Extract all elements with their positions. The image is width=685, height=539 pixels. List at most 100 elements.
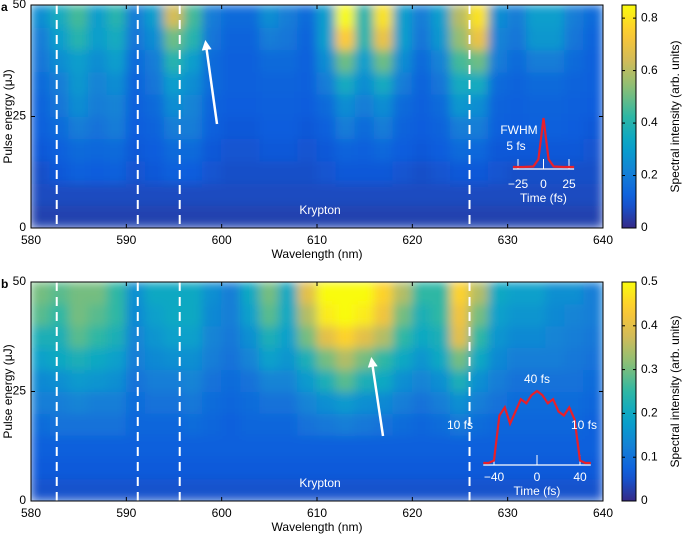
- heat-cell: [221, 303, 242, 327]
- heat-cell: [144, 369, 165, 392]
- heat-cell: [488, 303, 509, 327]
- heat-cell: [335, 412, 356, 436]
- heat-cell: [31, 182, 51, 207]
- heat-cell: [430, 369, 451, 392]
- heat-cell: [373, 26, 394, 51]
- colorbar: [621, 281, 637, 502]
- heat-cell: [564, 347, 585, 371]
- heat-cell: [373, 116, 394, 140]
- y-tick-label: 50: [13, 274, 27, 288]
- heat-cell: [316, 412, 337, 436]
- heat-cell: [449, 456, 471, 480]
- y-axis-label: Pulse energy (μJ): [1, 344, 15, 438]
- heat-cell: [507, 347, 528, 371]
- heat-cell: [259, 391, 280, 414]
- heat-cell: [31, 412, 51, 436]
- heat-cell: [335, 93, 356, 117]
- heat-cell: [335, 182, 356, 207]
- heat-cell: [49, 160, 70, 184]
- heat-cell: [240, 434, 261, 458]
- heat-cell: [240, 412, 261, 436]
- heat-cell: [278, 26, 299, 51]
- heat-cell: [488, 182, 509, 207]
- heat-cell: [335, 205, 356, 228]
- heat-cell: [354, 49, 375, 73]
- heat-cell: [106, 160, 127, 184]
- heat-cell: [259, 5, 280, 28]
- heat-cell: [411, 391, 432, 414]
- heat-cell: [430, 160, 451, 184]
- heat-cell: [316, 138, 337, 162]
- heat-cell: [144, 303, 165, 327]
- heat-cell: [125, 369, 146, 392]
- inset-tick-label: 25: [562, 177, 576, 191]
- heat-cell: [354, 205, 375, 228]
- heat-cell: [163, 71, 185, 95]
- heat-cell: [545, 369, 566, 392]
- heat-cell: [297, 5, 318, 28]
- heat-cell: [163, 434, 185, 458]
- x-tick-label: 580: [21, 233, 41, 247]
- heat-cell: [49, 5, 70, 28]
- heat-cell: [564, 325, 585, 349]
- heat-cell: [373, 205, 394, 228]
- heat-cell: [469, 160, 490, 184]
- heat-cell: [240, 478, 261, 501]
- heat-cell: [354, 71, 375, 95]
- heat-cell: [545, 347, 566, 371]
- heat-cell: [335, 303, 356, 327]
- heat-cell: [144, 182, 165, 207]
- heat-cell: [240, 49, 261, 73]
- panel-label: b: [1, 277, 8, 291]
- heat-cell: [507, 205, 528, 228]
- heat-cell: [202, 478, 223, 501]
- heat-cell: [221, 93, 242, 117]
- heat-cell: [583, 138, 603, 162]
- heat-cell: [507, 325, 528, 349]
- heat-cell: [183, 282, 204, 305]
- heat-cell: [278, 5, 299, 28]
- heat-cell: [183, 412, 204, 436]
- heat-cell: [68, 412, 89, 436]
- heat-cell: [526, 478, 547, 501]
- heat-cell: [68, 325, 89, 349]
- heat-cell: [221, 5, 242, 28]
- heat-cell: [392, 303, 413, 327]
- heat-cell: [316, 49, 337, 73]
- heat-cell: [354, 325, 375, 349]
- heat-cell: [240, 205, 261, 228]
- heat-cell: [68, 5, 89, 28]
- heat-cell: [335, 347, 356, 371]
- x-tick-label: 610: [307, 233, 327, 247]
- heat-cell: [259, 478, 280, 501]
- heat-cell: [221, 434, 242, 458]
- heat-cell: [68, 303, 89, 327]
- heat-cell: [259, 369, 280, 392]
- colorbar-tick-label: 0: [641, 220, 648, 234]
- heat-cell: [259, 138, 280, 162]
- heat-cell: [87, 391, 108, 414]
- heat-cell: [392, 456, 413, 480]
- heat-cell: [240, 391, 261, 414]
- heat-cell: [469, 434, 490, 458]
- heat-cell: [545, 182, 566, 207]
- heat-cell: [31, 434, 51, 458]
- heat-cell: [31, 93, 51, 117]
- heat-cell: [449, 160, 471, 184]
- heat-cell: [430, 49, 451, 73]
- heat-cell: [373, 325, 394, 349]
- heat-cell: [68, 160, 89, 184]
- inset-annotation: 10 fs: [447, 418, 473, 432]
- heat-cell: [49, 116, 70, 140]
- heat-cell: [31, 205, 51, 228]
- heat-cell: [354, 391, 375, 414]
- y-tick-label: 50: [13, 0, 27, 11]
- heat-cell: [411, 412, 432, 436]
- heat-cell: [335, 160, 356, 184]
- heat-cell: [87, 282, 108, 305]
- heat-cell: [545, 138, 566, 162]
- heat-cell: [430, 26, 451, 51]
- heat-cell: [526, 138, 547, 162]
- arrow: [367, 357, 385, 437]
- heat-cell: [144, 347, 165, 371]
